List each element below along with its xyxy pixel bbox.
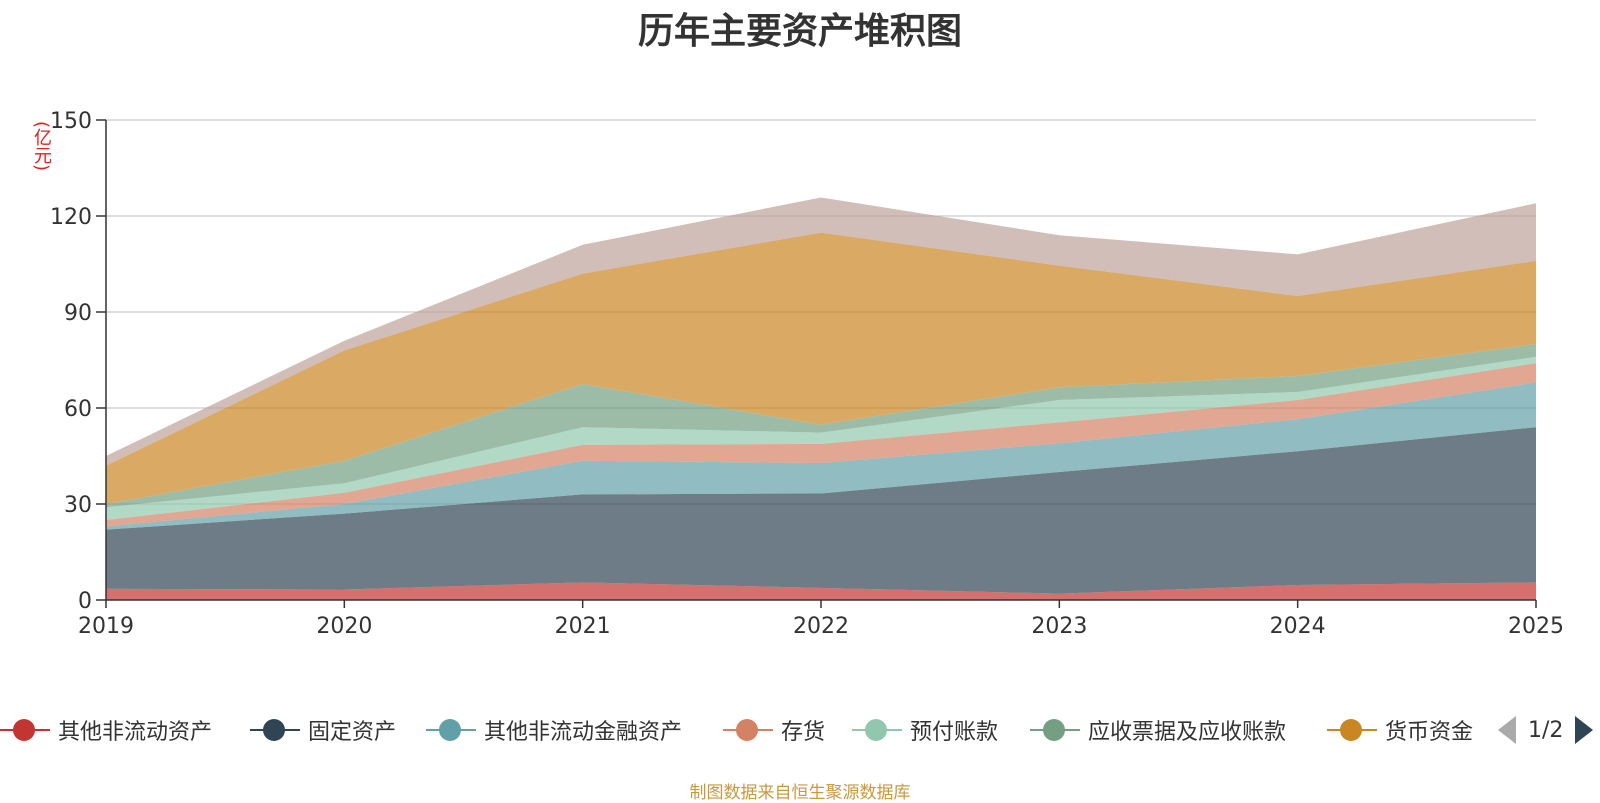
legend-item-fixed-assets[interactable]: 固定资产 <box>250 710 396 750</box>
legend-marker-icon <box>426 710 476 750</box>
legend-next-page-icon[interactable] <box>1575 716 1594 744</box>
chart-title: 历年主要资产堆积图 <box>637 11 962 52</box>
area-series <box>106 232 1536 504</box>
area-series <box>106 427 1536 594</box>
legend-pager: 1/2 <box>1498 710 1594 750</box>
area-series <box>106 197 1536 466</box>
legend-page-indicator: 1/2 <box>1528 717 1564 743</box>
y-tick-label: 0 <box>78 589 92 614</box>
legend-prev-page-icon[interactable] <box>1498 716 1516 744</box>
legend-label: 应收票据及应收账款 <box>1088 720 1287 745</box>
legend-marker-icon <box>852 710 902 750</box>
legend-label: 货币资金 <box>1385 720 1474 745</box>
legend-label: 其他非流动金融资产 <box>484 720 683 745</box>
legend-label: 其他非流动资产 <box>58 720 213 745</box>
legend-item-other-noncurrent-financial-assets[interactable]: 其他非流动金融资产 <box>426 710 682 750</box>
legend: 其他非流动资产 固定资产 其他非流动金融资产 存货 预付账款 应收票据及应收账款 <box>0 710 1600 750</box>
legend-label: 固定资产 <box>308 720 397 745</box>
area-series <box>106 356 1536 520</box>
x-tick-label: 2025 <box>1508 614 1564 639</box>
legend-marker-icon <box>1327 710 1377 750</box>
stacked-area-chart: 0 30 60 90 120 150 2019 2020 2021 2022 2023 2024 202… <box>50 109 1564 639</box>
y-tick-label: 30 <box>64 493 92 518</box>
x-tick-label: 2024 <box>1270 614 1326 639</box>
legend-marker-icon <box>0 710 50 750</box>
legend-item-cash[interactable]: 货币资金 <box>1327 710 1473 750</box>
legend-marker-icon <box>250 710 300 750</box>
x-tick-label: 2019 <box>78 614 134 639</box>
legend-item-prepayments[interactable]: 预付账款 <box>852 710 998 750</box>
y-tick-label: 90 <box>64 301 92 326</box>
y-tick-label: 120 <box>50 205 92 230</box>
area-series <box>106 582 1536 600</box>
y-axis-unit-label: (亿元) <box>31 121 52 172</box>
x-tick-label: 2023 <box>1031 614 1087 639</box>
y-tick-label: 150 <box>50 109 92 134</box>
area-series <box>106 363 1536 527</box>
legend-item-other-noncurrent-assets[interactable]: 其他非流动资产 <box>0 710 212 750</box>
legend-item-notes-and-accounts-receivable[interactable]: 应收票据及应收账款 <box>1030 710 1286 750</box>
x-tick-label: 2022 <box>793 614 849 639</box>
legend-marker-icon <box>723 710 773 750</box>
x-tick-label: 2021 <box>555 614 611 639</box>
legend-label: 存货 <box>781 720 826 745</box>
legend-marker-icon <box>1030 710 1080 750</box>
y-tick-label: 60 <box>64 397 92 422</box>
legend-item-inventory[interactable]: 存货 <box>723 710 825 750</box>
x-tick-label: 2020 <box>316 614 372 639</box>
legend-label: 预付账款 <box>910 720 999 745</box>
data-source-note: 制图数据来自恒生聚源数据库 <box>689 783 911 803</box>
area-series <box>106 382 1536 530</box>
area-series <box>106 344 1536 508</box>
